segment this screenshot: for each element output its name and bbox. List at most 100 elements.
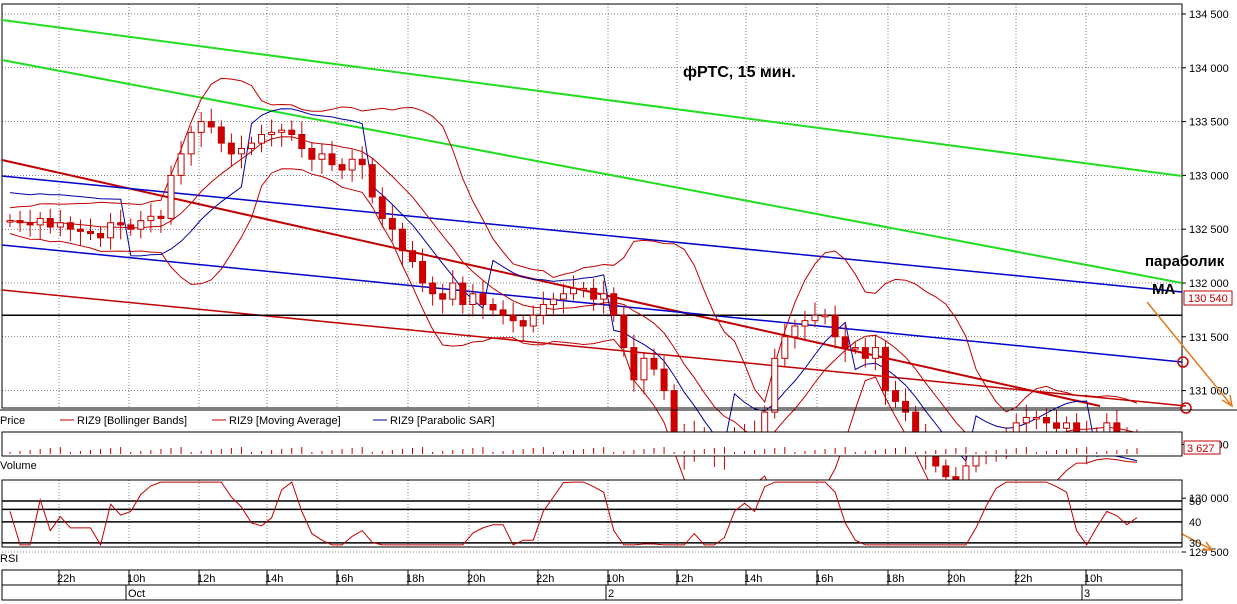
candle [177, 140, 185, 185]
candle [881, 341, 889, 406]
candle [137, 210, 145, 239]
moving-average-line [9, 136, 1138, 457]
candle [851, 341, 859, 355]
candle [499, 300, 507, 325]
candle [459, 276, 467, 314]
channel-marker-circle [1177, 356, 1189, 368]
candle [197, 111, 205, 147]
candle [187, 125, 195, 166]
time-tick-label: 10h [606, 573, 624, 585]
candle [46, 208, 54, 234]
trendlines [1, 19, 1187, 407]
price-tick-label: 133 000 [1189, 170, 1229, 182]
candle [861, 337, 869, 368]
date-label: Oct [128, 588, 145, 600]
candle [66, 216, 74, 242]
time-tick-label: 22h [57, 573, 75, 585]
price-tick-label: 132 500 [1189, 224, 1229, 236]
candle [409, 241, 416, 268]
candle [358, 146, 366, 180]
candle [298, 121, 306, 158]
candle [781, 323, 789, 368]
rsi-panel [1, 479, 1183, 548]
forecast-arrow [1146, 301, 1234, 408]
candle [207, 108, 215, 134]
candle [549, 292, 557, 317]
candle [801, 310, 809, 341]
candle [640, 351, 648, 395]
candle [348, 149, 356, 182]
candle [610, 287, 618, 322]
candle [1053, 409, 1060, 435]
channel-marker-circle [1180, 402, 1192, 414]
price-tick-label: 131 500 [1189, 332, 1229, 344]
candle [469, 284, 477, 317]
candle [117, 209, 125, 240]
rsi-label: RSI [0, 553, 18, 565]
candle [147, 203, 155, 233]
legend-moving-average: RIZ9 [Moving Average] [229, 415, 341, 427]
candle [902, 388, 910, 422]
price-panel [1, 3, 1183, 409]
legend: Price RIZ9 [Bollinger Bands] RIZ9 [Movin… [0, 415, 495, 427]
candle [519, 314, 527, 341]
candle [509, 302, 517, 333]
candle [318, 144, 326, 174]
candle [791, 319, 799, 349]
volume-panel [1, 431, 1183, 457]
price-tick-label: 132 000 [1189, 278, 1229, 290]
price-axis: 134 500 134 000 133 500 133 000 132 500 132 0… [1182, 9, 1229, 559]
time-tick-label: 14h [744, 573, 762, 585]
last-price-box [1183, 290, 1233, 306]
price-tick-label: 129 500 [1189, 547, 1229, 559]
time-tick-label: 16h [335, 573, 353, 585]
time-tick-label: 20h [467, 573, 485, 585]
candle [76, 219, 84, 246]
volume-label: Volume [0, 460, 37, 472]
time-tick-label: 10h [127, 573, 145, 585]
date-label: 3 [1084, 588, 1090, 600]
bollinger-upper-line [9, 77, 1138, 413]
candle [439, 284, 447, 314]
candle [630, 334, 638, 392]
candle [87, 218, 94, 240]
volume-bars [9, 447, 1138, 454]
red-channel-line [1, 289, 1187, 407]
green-trendline [1, 19, 1183, 177]
time-tick-label: 16h [815, 573, 833, 585]
red-channel-line [1, 159, 1101, 407]
volume-value-box [1183, 440, 1221, 455]
candle [248, 136, 255, 155]
price-tick-label: 133 500 [1189, 117, 1229, 129]
candle [892, 380, 899, 408]
candle [590, 278, 598, 311]
candle [107, 213, 115, 250]
candle [419, 248, 427, 293]
candle [26, 209, 34, 237]
candle [871, 334, 879, 371]
chart-title: фРТС, 15 мин. [683, 64, 796, 81]
rsi-axis: 50 40 30 [1189, 496, 1201, 550]
candle [398, 222, 406, 266]
candle [378, 187, 386, 228]
candle [217, 120, 225, 153]
candle [559, 284, 567, 314]
candle [258, 124, 266, 153]
candle [368, 158, 376, 204]
price-tick-label: 134 000 [1189, 63, 1229, 75]
candle [841, 323, 849, 363]
green-trendline [1, 59, 1183, 284]
rsi-line [9, 481, 1138, 547]
rsi-tick-label: 30 [1189, 538, 1201, 550]
price-tick-label: 130 000 [1189, 493, 1229, 505]
time-tick-label: 14h [265, 573, 283, 585]
candle [97, 227, 105, 247]
candle [338, 158, 346, 180]
candle [831, 305, 839, 349]
blue-channel-line [1, 244, 1183, 363]
candle [600, 280, 608, 314]
candle [278, 123, 286, 147]
legend-parabolic-sar: RIZ9 [Parabolic SAR] [390, 415, 495, 427]
candle [36, 211, 44, 240]
